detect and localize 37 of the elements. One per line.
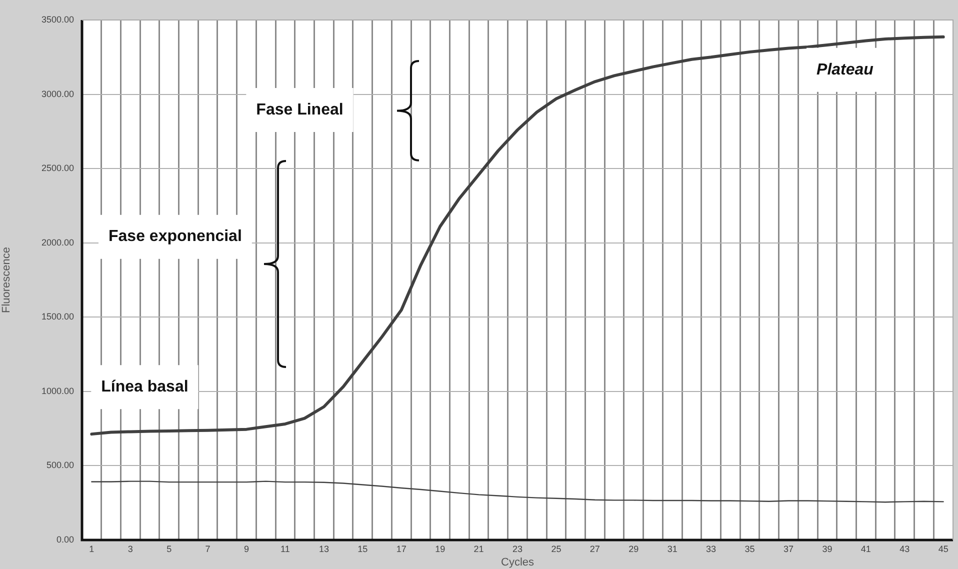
x-tick-label: 39 <box>822 544 832 554</box>
x-tick-label: 15 <box>358 544 368 554</box>
annotation: Fase Lineal <box>256 101 344 118</box>
annotation: Plateau <box>816 61 874 78</box>
x-tick-label: 3 <box>128 544 133 554</box>
y-tick-label: 3500.00 <box>41 14 74 24</box>
y-tick-label: 2500.00 <box>41 163 74 174</box>
x-tick-label: 33 <box>706 544 716 554</box>
y-tick-label: 500.00 <box>46 460 74 470</box>
y-tick-label: 1000.00 <box>41 386 74 396</box>
y-tick-label: 1500.00 <box>41 312 74 322</box>
annotation: Fase exponencial <box>108 228 242 246</box>
x-tick-label: 37 <box>783 544 794 554</box>
y-axis-title: Fluorescence <box>0 246 13 314</box>
x-tick-label: 9 <box>244 544 250 554</box>
x-axis-title: Cycles <box>500 556 534 568</box>
x-tick-label: 1 <box>89 544 94 554</box>
x-tick-label: 35 <box>744 544 755 554</box>
x-tick-label: 23 <box>512 544 523 554</box>
x-tick-label: 27 <box>590 544 600 554</box>
x-tick-label: 5 <box>166 544 172 554</box>
y-tick-label: 3000.00 <box>41 88 74 99</box>
x-tick-label: 13 <box>318 544 329 554</box>
x-tick-label: 43 <box>900 544 910 554</box>
x-tick-label: 21 <box>474 544 484 554</box>
x-tick-label: 19 <box>435 544 446 554</box>
x-tick-label: 7 <box>205 544 210 554</box>
y-tick-label: 0.00 <box>56 534 74 544</box>
x-tick-label: 11 <box>280 544 290 554</box>
y-tick-label: 2000.00 <box>41 237 74 248</box>
annotation: Línea basal <box>101 378 188 396</box>
x-tick-label: 17 <box>396 544 406 554</box>
x-tick-label: 31 <box>667 544 678 554</box>
x-tick-label: 41 <box>860 544 871 554</box>
x-tick-label: 25 <box>551 544 562 554</box>
x-tick-label: 45 <box>938 544 948 554</box>
x-tick-label: 29 <box>628 544 639 554</box>
